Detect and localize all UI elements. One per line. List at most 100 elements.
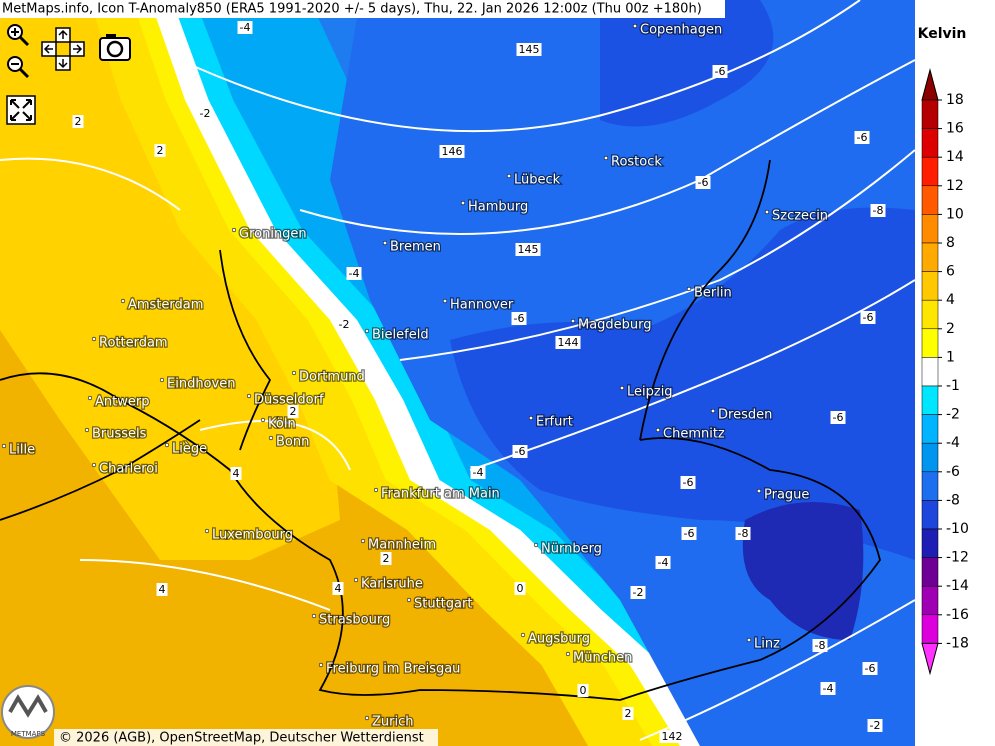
city-dot [311,613,317,619]
camera-button[interactable] [99,34,131,61]
legend-tick-label: -14 [946,578,969,594]
contour-label: -8 [738,527,749,540]
city-dot [87,395,93,401]
city-dot [164,442,170,448]
contour-label: 4 [159,583,166,596]
contour-line [469,279,915,471]
city-dot [231,227,237,233]
contour-label: -2 [633,586,644,599]
fullscreen-button[interactable] [6,95,36,125]
attribution-bg [54,729,438,746]
contour-label-bg [197,107,213,120]
city-dot [373,487,379,493]
zoom-in[interactable] [7,24,30,47]
legend-swatch [921,357,939,387]
legend-tick-label: 14 [946,149,964,165]
legend-swatch [921,642,939,676]
city-label: Lille [9,443,35,458]
city-dot [533,542,539,548]
city-dot [756,488,762,494]
contour-label-bg [622,707,634,720]
field-band [742,502,864,640]
legend-tick-label: 1 [946,349,955,365]
city-dot [364,715,370,721]
contour-label: -6 [684,527,695,540]
contour-label-bg [439,145,465,158]
legend-title: Kelvin [918,26,967,42]
contour-label: -2 [339,318,350,331]
contour-line [179,0,861,133]
city-label: Zurich [372,715,414,730]
city-label: Bonn [276,435,309,450]
city-label: Szczecin [772,209,828,224]
city-dot [619,385,625,391]
city-dot [353,577,359,583]
city-dot [260,417,266,423]
city-dot [91,462,97,468]
contour-label: 146 [442,145,463,158]
border [639,159,771,441]
city-label: Nürnberg [541,542,602,557]
zoom-out[interactable] [7,56,30,79]
contour-label: 2 [157,144,164,157]
legend-tick-label: 10 [946,206,964,222]
logo-text: METMAPS [11,730,46,738]
city-dot [84,427,90,433]
legend-swatch [921,385,939,415]
city-dot [246,393,252,399]
contour-label: -8 [873,204,884,217]
contour-label: -4 [349,267,360,280]
legend-swatch [921,585,939,616]
city-label: Magdeburg [578,318,652,333]
contour-label-bg [695,176,711,189]
city-dot [360,538,366,544]
legend-tick-label: 4 [946,292,955,308]
legend-swatch [921,299,939,330]
pan-controls[interactable] [41,27,85,71]
field-band [600,0,774,127]
city-dot [442,298,448,304]
contour-label: 2 [625,707,632,720]
legend-tick-label: 16 [946,121,964,137]
contour-label-bg [659,730,685,743]
contour-label-bg [630,586,646,599]
city-label: Groningen [239,227,307,242]
contour-label: 2 [383,552,390,565]
contour-label-bg [230,467,242,480]
contour-label-bg [712,65,728,78]
contour-label: -2 [870,719,881,732]
contour-label-bg [287,405,299,418]
city-dot [120,298,126,304]
contour-label-bg [577,684,589,697]
legend-tick-label: 12 [946,178,964,194]
city-label: Köln [268,417,296,432]
contour-label-bg [854,131,870,144]
contour-label: -4 [823,682,834,695]
legend-tick-label: -4 [946,435,960,451]
city-label: Chemnitz [663,427,725,442]
legend-tick-label: -6 [946,464,960,480]
contour-label-bg [516,43,542,56]
field-band [450,207,915,560]
border [0,419,201,521]
legend-tick-label: 8 [946,235,955,251]
contour-label: -6 [833,411,844,424]
contour-line [199,420,351,471]
city-label: Brussels [92,427,147,442]
contour-label: -6 [515,445,526,458]
city-label: Bielefeld [372,328,429,343]
contour-label: 0 [517,582,524,595]
city-label: Leipzig [627,385,673,400]
legend-swatch [921,414,939,444]
legend-tick-label: 2 [946,321,955,337]
city-label: Amsterdam [128,298,203,313]
city-label: Charleroi [99,462,158,477]
contour-label: 145 [519,43,540,56]
contour-label: -6 [683,476,694,489]
legend-tick-label: -18 [946,635,969,651]
legend-tick-label: -16 [946,607,969,623]
contour-label: 142 [662,730,683,743]
contour-label-bg [867,719,883,732]
city-dot [764,209,770,215]
